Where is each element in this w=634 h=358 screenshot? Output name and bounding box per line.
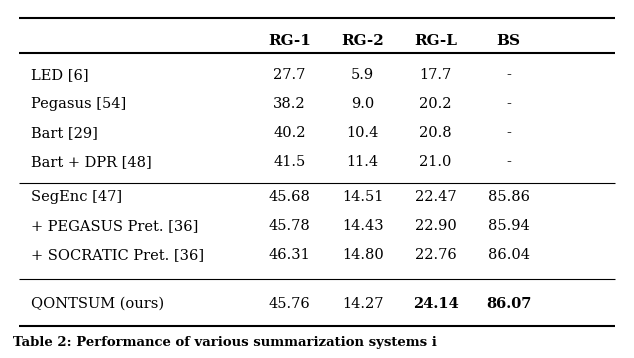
Text: -: - <box>507 97 511 111</box>
Text: SegEnc [47]: SegEnc [47] <box>31 190 122 204</box>
Text: -: - <box>507 68 511 82</box>
Text: 85.86: 85.86 <box>488 190 530 204</box>
Text: BS: BS <box>496 34 521 48</box>
Text: 86.07: 86.07 <box>486 296 531 311</box>
Text: 9.0: 9.0 <box>351 97 374 111</box>
Text: -: - <box>507 126 511 140</box>
Text: 17.7: 17.7 <box>420 68 452 82</box>
Text: 11.4: 11.4 <box>347 155 378 169</box>
Text: 10.4: 10.4 <box>346 126 379 140</box>
Text: Bart + DPR [48]: Bart + DPR [48] <box>31 155 152 169</box>
Text: Table 2: Performance of various summarization systems i: Table 2: Performance of various summariz… <box>13 336 437 349</box>
Text: 5.9: 5.9 <box>351 68 374 82</box>
Text: 41.5: 41.5 <box>273 155 306 169</box>
Text: 45.76: 45.76 <box>269 296 311 311</box>
Text: 20.8: 20.8 <box>419 126 452 140</box>
Text: 14.43: 14.43 <box>342 219 384 233</box>
Text: 38.2: 38.2 <box>273 97 306 111</box>
Text: LED [6]: LED [6] <box>31 68 89 82</box>
Text: 27.7: 27.7 <box>273 68 306 82</box>
Text: 22.47: 22.47 <box>415 190 456 204</box>
Text: 24.14: 24.14 <box>413 296 458 311</box>
Text: 85.94: 85.94 <box>488 219 529 233</box>
Text: 22.76: 22.76 <box>415 248 456 262</box>
Text: QONTSUM (ours): QONTSUM (ours) <box>31 296 164 311</box>
Text: 40.2: 40.2 <box>273 126 306 140</box>
Text: 45.68: 45.68 <box>269 190 311 204</box>
Text: Pegasus [54]: Pegasus [54] <box>31 97 126 111</box>
Text: RG-2: RG-2 <box>341 34 384 48</box>
Text: RG-1: RG-1 <box>268 34 311 48</box>
Text: + PEGASUS Pret. [36]: + PEGASUS Pret. [36] <box>31 219 198 233</box>
Text: 86.04: 86.04 <box>488 248 530 262</box>
Text: 22.90: 22.90 <box>415 219 456 233</box>
Text: RG-L: RG-L <box>414 34 457 48</box>
Text: 14.80: 14.80 <box>342 248 384 262</box>
Text: Bart [29]: Bart [29] <box>31 126 98 140</box>
Text: 45.78: 45.78 <box>269 219 311 233</box>
Text: 14.27: 14.27 <box>342 296 384 311</box>
Text: + SOCRATIC Pret. [36]: + SOCRATIC Pret. [36] <box>31 248 204 262</box>
Text: 14.51: 14.51 <box>342 190 384 204</box>
Text: 21.0: 21.0 <box>420 155 452 169</box>
Text: 46.31: 46.31 <box>269 248 311 262</box>
Text: 20.2: 20.2 <box>420 97 452 111</box>
Text: -: - <box>507 155 511 169</box>
